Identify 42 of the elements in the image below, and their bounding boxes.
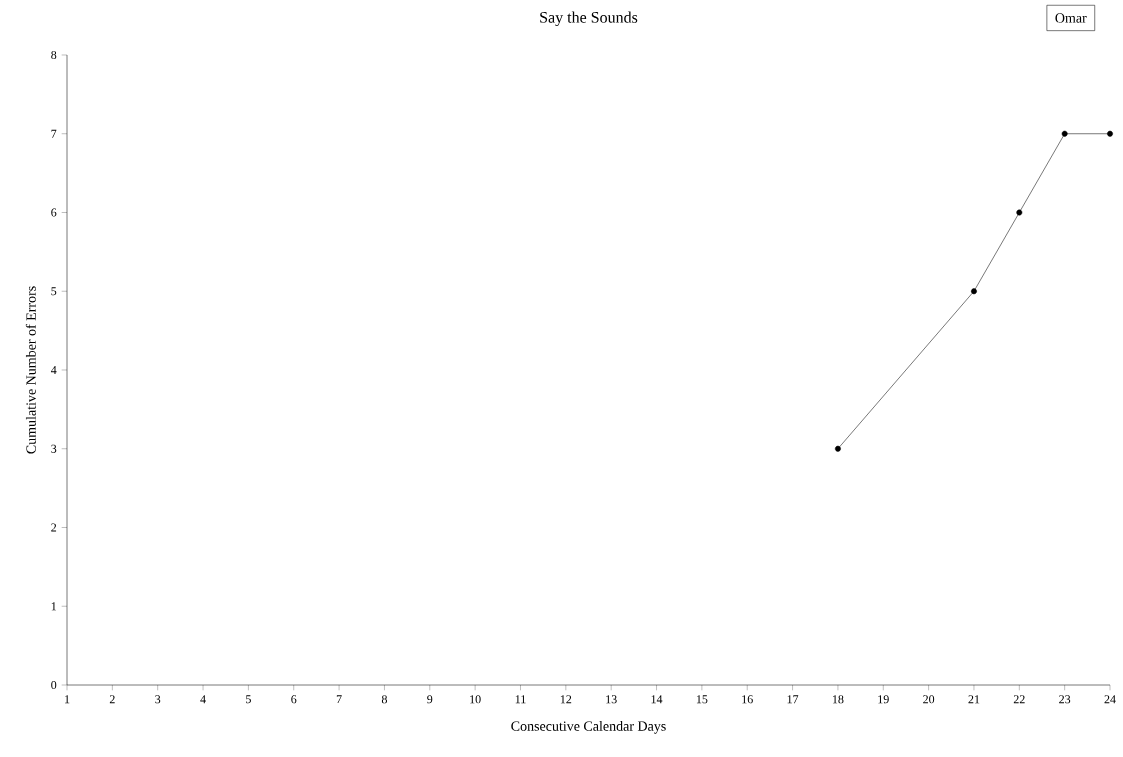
x-tick-label: 5: [246, 695, 251, 704]
x-tick-label: 21: [968, 695, 980, 704]
x-tick-label: 17: [787, 695, 799, 704]
x-tick-label: 19: [878, 695, 889, 704]
y-tick-label: 1: [51, 602, 57, 611]
x-tick-label: 10: [470, 695, 481, 704]
x-tick-label: 16: [742, 695, 753, 704]
x-tick-label: 7: [336, 695, 342, 704]
y-tick-label: 6: [51, 208, 57, 217]
point: [1016, 209, 1023, 216]
x-tick-label: 12: [560, 695, 572, 704]
x-tick-label: 18: [832, 695, 844, 704]
x-tick-label: 8: [381, 695, 387, 704]
x-tick-label: 6: [291, 695, 297, 704]
point: [834, 445, 841, 452]
x-tick-label: 23: [1059, 695, 1071, 704]
y-tick-label: 7: [51, 129, 57, 138]
y-tick-label: 2: [51, 523, 57, 532]
y-tick-label: 5: [51, 287, 57, 296]
point: [1061, 130, 1068, 137]
x-tick-label: 1: [65, 695, 70, 704]
chart-title: Say the Sounds: [540, 11, 638, 27]
x-tick-label: 14: [651, 695, 663, 704]
x-tick-label: 22: [1013, 695, 1025, 704]
text: Omar: [1055, 13, 1087, 23]
x-tick-label: 2: [109, 695, 115, 704]
y-tick-label: 0: [51, 680, 57, 690]
y-tick-label: 8: [51, 50, 57, 60]
y-tick-label: 3: [51, 444, 57, 453]
x-tick-label: 15: [696, 695, 708, 704]
point: [971, 288, 977, 295]
x-tick-label: 4: [200, 695, 206, 704]
x-axis-title: Consecutive Calendar Days: [511, 720, 666, 734]
x-tick-label: 11: [515, 695, 526, 704]
x-tick-label: 13: [606, 695, 617, 704]
x-tick-label: 3: [155, 695, 161, 704]
y-axis-title: Cumulative Number of Errors: [25, 286, 36, 454]
y-tick-label: 4: [50, 366, 57, 374]
x-tick-label: 9: [427, 695, 433, 704]
x-tick-label: 20: [923, 695, 935, 704]
x-tick-label: 24: [1104, 695, 1116, 704]
point: [1107, 130, 1113, 137]
